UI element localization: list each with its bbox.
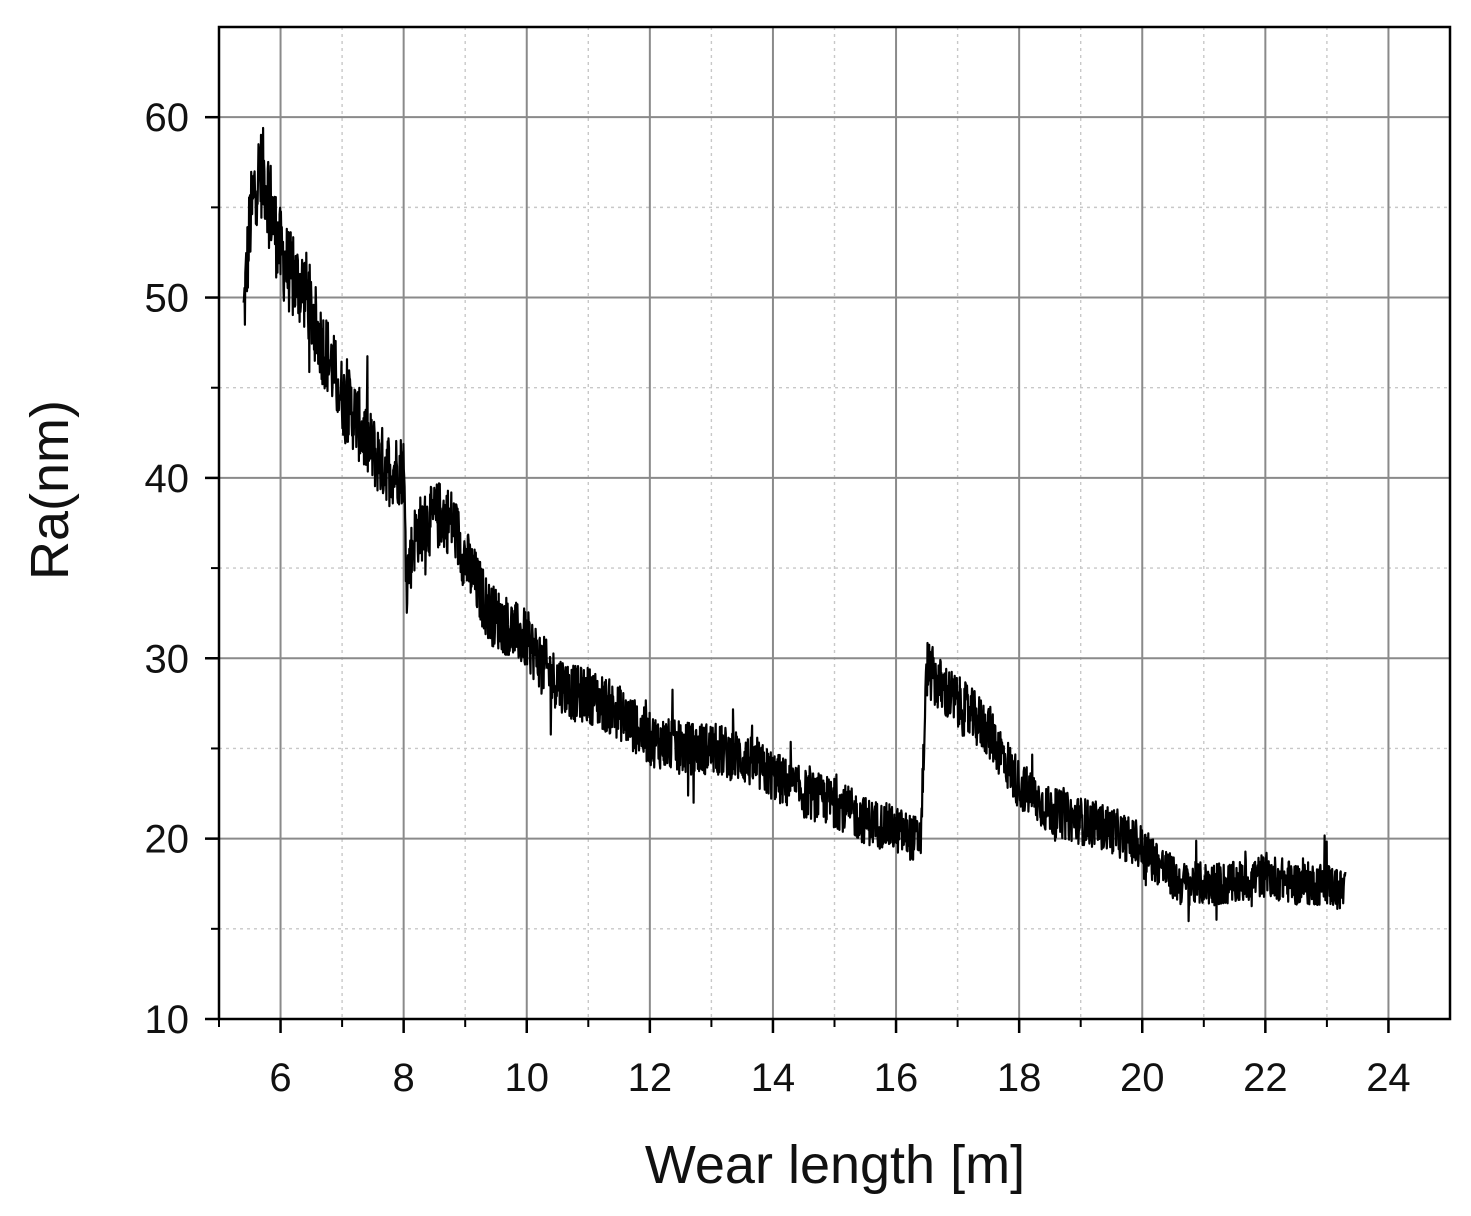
- x-tick-label: 6: [269, 1056, 291, 1100]
- x-axis-title: Wear length [m]: [645, 1135, 1025, 1195]
- series-line-ra: [242, 126, 1347, 923]
- y-axis-title: Ra(nm): [20, 400, 80, 580]
- x-tick-label: 20: [1120, 1056, 1165, 1100]
- y-axis-ticks: 10 20 30 40 50 60: [145, 96, 219, 1042]
- x-tick-label: 14: [751, 1056, 796, 1100]
- y-tick-label: 40: [145, 457, 190, 501]
- x-tick-label: 18: [997, 1056, 1042, 1100]
- minor-grid: [219, 27, 1450, 1019]
- series-layer: [242, 126, 1347, 923]
- x-tick-label: 22: [1243, 1056, 1288, 1100]
- x-axis-ticks: 6 8 10 12 14 16 18 20 22 24: [218, 1019, 1411, 1100]
- x-tick-label: 12: [628, 1056, 673, 1100]
- x-tick-label: 10: [505, 1056, 550, 1100]
- y-tick-label: 60: [145, 96, 190, 140]
- x-tick-label: 24: [1366, 1056, 1411, 1100]
- x-tick-label: 16: [874, 1056, 919, 1100]
- y-tick-label: 30: [145, 637, 190, 681]
- y-tick-label: 20: [145, 818, 190, 862]
- y-tick-label: 10: [145, 998, 190, 1042]
- x-tick-label: 8: [393, 1056, 415, 1100]
- y-tick-label: 50: [145, 277, 190, 321]
